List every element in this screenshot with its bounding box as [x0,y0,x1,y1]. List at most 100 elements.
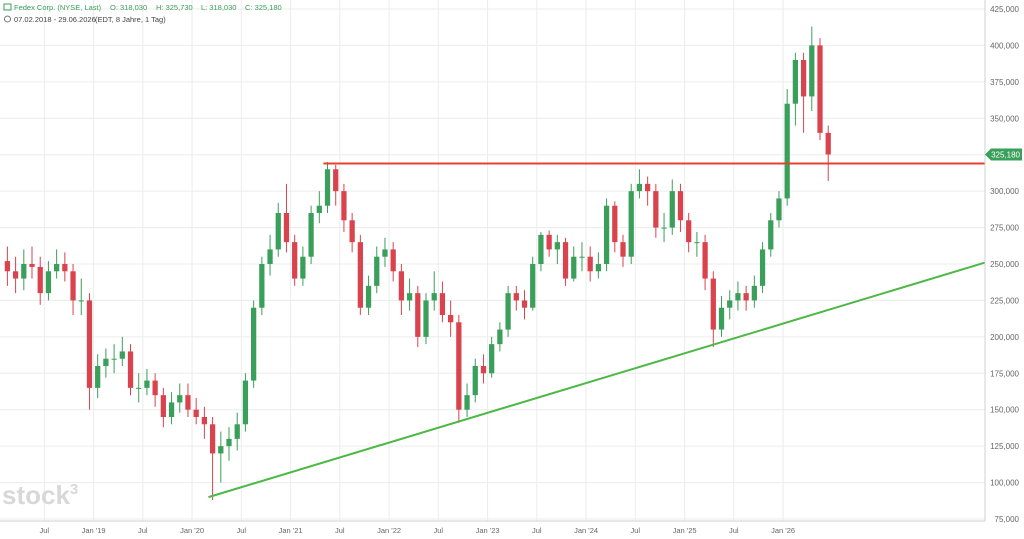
candle-body [472,366,478,396]
y-tick-label: 250,000 [990,260,1019,269]
candle-body [349,220,355,243]
candle-body [144,380,150,388]
y-tick-label: 425,000 [990,5,1019,14]
candle-body [406,293,413,301]
candle-body [480,366,487,374]
candle-body [448,315,454,323]
header-name: Fedex Corp. (NYSE, Last) [14,3,102,12]
candle-body [686,220,692,243]
candle-body [423,300,429,337]
candle-body [554,242,560,250]
candle-body [825,132,831,155]
candle-body [645,183,651,192]
candle-body [45,271,52,294]
y-tick-label: 275,000 [990,224,1019,233]
candle-body [374,256,380,286]
x-tick-label: Jul [40,526,50,535]
candle-body [193,409,199,417]
x-tick-label: Jan '26 [771,526,795,535]
x-tick-label: Jul [434,526,444,535]
y-tick-label: 150,000 [990,406,1019,415]
candle-body [710,278,716,330]
candle-body [341,191,347,221]
candle-body [702,242,708,279]
header-open: O: 318,030 [110,3,147,12]
candle-body [201,417,208,425]
candle-body [209,424,216,454]
x-tick-label: Jul [532,526,542,535]
candle-body [111,358,117,360]
candle-body [152,380,158,396]
candle-body [546,234,552,250]
candle-body [595,264,602,272]
y-tick-label: 375,000 [990,78,1019,87]
last-price-label: 325,180 [991,150,1020,159]
candle-body [308,213,314,257]
candle-body [415,293,421,337]
candle-body [177,395,183,403]
candle-body [571,256,577,279]
candle-body [70,271,76,301]
candle-body [718,307,725,330]
x-tick-label: Jan '24 [574,526,598,535]
candle-body [817,45,823,133]
y-tick-label: 125,000 [990,442,1019,451]
candle-body [727,300,733,308]
candle-body [751,285,757,301]
x-tick-label: Jul [138,526,148,535]
candle-body [390,249,396,272]
candle-body [743,293,749,301]
candle-body [489,344,495,374]
candle-body [677,191,684,221]
candle-body [316,205,322,213]
x-tick-label: Jul [335,526,345,535]
x-tick-label: Jan '25 [673,526,697,535]
candle-body [4,261,11,272]
candle-body [21,264,27,279]
candle-body [259,264,265,308]
candle-body [62,264,68,272]
candle-body [86,300,93,388]
candle-body [283,213,290,243]
candle-body [513,293,519,301]
candle-body [333,169,339,192]
candle-body [579,256,585,258]
candle-body [29,264,35,267]
candle-body [800,60,807,97]
candle-body [168,402,175,417]
candle-body [95,366,101,388]
candle-body [653,191,659,228]
watermark-sup: 3 [70,481,78,498]
candle-body [226,438,232,447]
x-tick-label: Jul [729,526,739,535]
header-info: (EDT, 8 Jahre, 1 Tag) [95,15,166,24]
candle-body [538,234,544,264]
candle-body [792,60,799,104]
candle-body [768,220,774,250]
clock-icon [4,15,11,23]
x-tick-label: Jul [631,526,641,535]
candle-body [464,395,470,410]
x-tick-label: Jan '21 [279,526,303,535]
candle-body [661,227,667,229]
candle-body [12,271,19,279]
candle-body [521,300,528,308]
y-tick-label: 300,000 [990,187,1019,196]
y-tick-label: 75,000 [995,515,1020,524]
candle-body [431,293,437,301]
candle-body [300,256,306,279]
candle-body [54,264,60,272]
y-tick-label: 100,000 [990,479,1019,488]
candle-body [776,198,782,221]
header-range: 07.02.2018 - 29.06.2026 [14,15,96,24]
candle-body [398,271,405,301]
trend-line [208,261,986,499]
candle-body [275,213,281,250]
grid [0,0,985,521]
candle-body [636,183,643,192]
candle-body [620,242,626,257]
candle-body [78,300,84,302]
candle-body [251,307,257,381]
